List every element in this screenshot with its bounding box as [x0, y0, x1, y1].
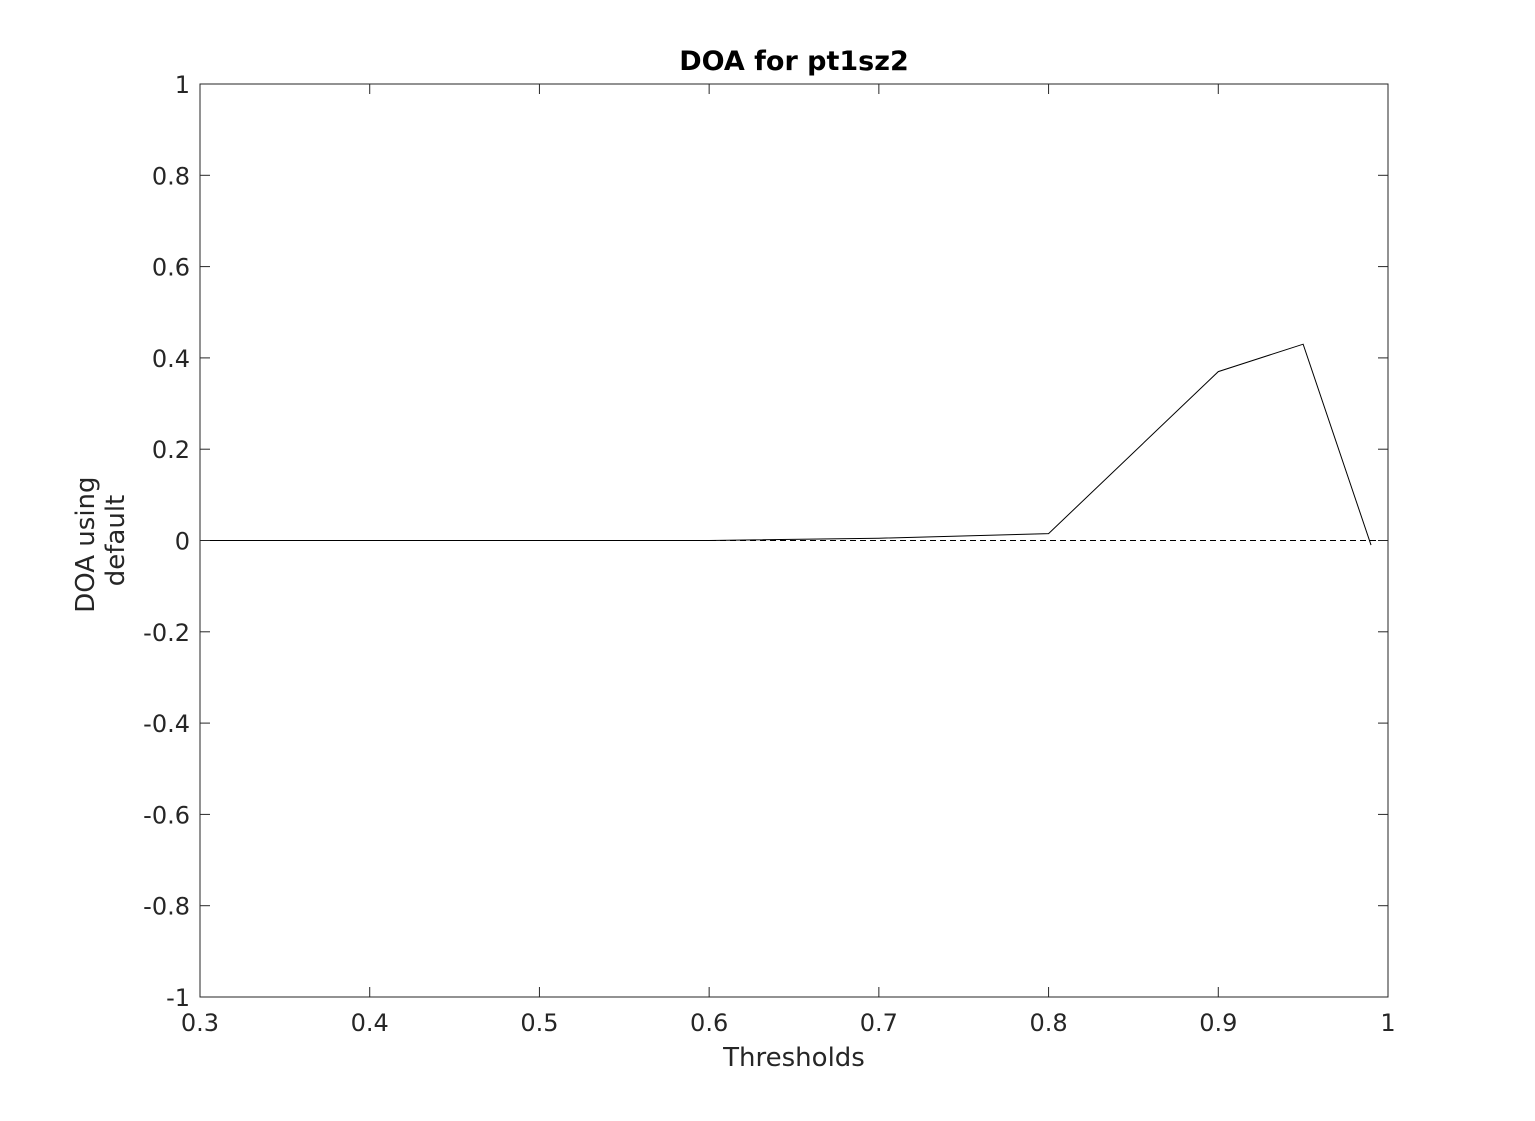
- y-tick-label: -0.4: [143, 710, 190, 738]
- x-axis-label: Thresholds: [722, 1043, 865, 1073]
- chart-title: DOA for pt1sz2: [679, 46, 909, 77]
- x-tick-label: 0.3: [181, 1009, 219, 1037]
- y-axis-label: DOA using default: [71, 468, 131, 613]
- series-layer: [200, 343, 1372, 546]
- x-tick-label: 0.5: [520, 1009, 558, 1037]
- y-tick-label: -0.6: [143, 801, 190, 829]
- x-tick-label: 0.7: [860, 1009, 898, 1037]
- y-axis-label-line-2: default: [101, 495, 131, 586]
- x-tick-label: 0.9: [1199, 1009, 1237, 1037]
- y-tick-label: -1: [166, 984, 190, 1012]
- x-axis: 0.3 0.4 0.5 0.6 0.7 0.8 0.9 1: [181, 84, 1396, 1037]
- y-tick-label: 1: [175, 71, 190, 99]
- y-tick-label: 0.4: [152, 345, 190, 373]
- data-series-line: [200, 343, 1372, 546]
- x-tick-label: 0.6: [690, 1009, 728, 1037]
- y-axis-label-line-1: DOA using: [71, 476, 101, 612]
- y-tick-label: -0.2: [143, 619, 190, 647]
- y-tick-label: 0.2: [152, 436, 190, 464]
- y-axis: -1 -0.8 -0.6 -0.4 -0.2 0 0.2 0.4 0.6 0.8 1: [143, 71, 1388, 1012]
- x-tick-label: 0.8: [1029, 1009, 1067, 1037]
- y-tick-label: 0.6: [152, 254, 190, 282]
- y-tick-label: -0.8: [143, 893, 190, 921]
- x-tick-label: 1: [1380, 1009, 1395, 1037]
- y-tick-label: 0.8: [152, 162, 190, 190]
- y-tick-label: 0: [175, 528, 190, 556]
- x-tick-label: 0.4: [351, 1009, 389, 1037]
